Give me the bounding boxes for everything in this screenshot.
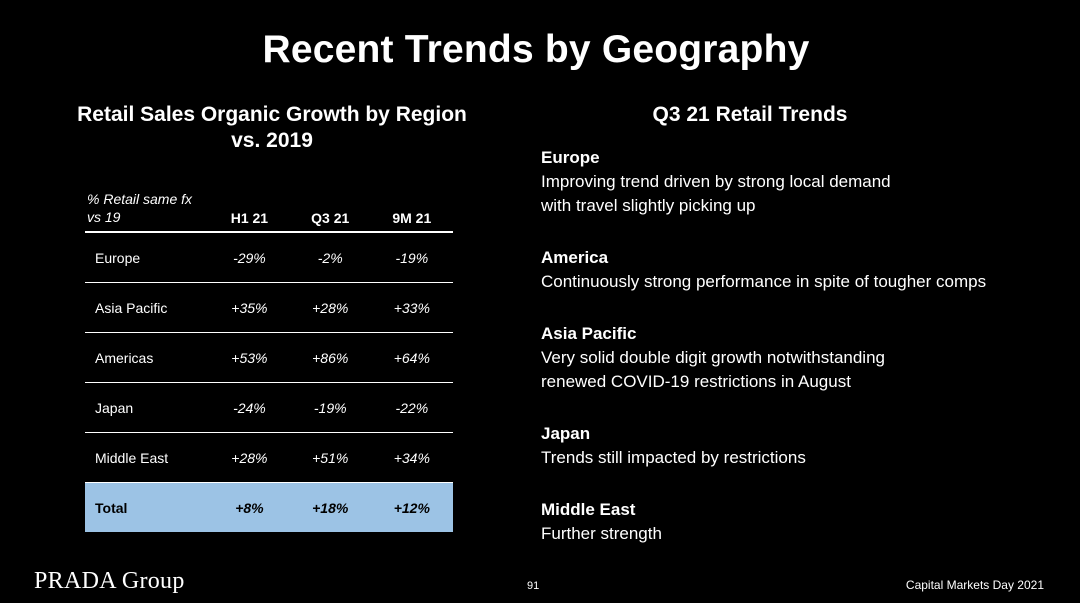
value-cell: +33% xyxy=(370,282,453,333)
value-cell: -19% xyxy=(370,232,453,283)
trend-item: Middle East Further strength xyxy=(541,498,1061,546)
trend-text: Improving trend driven by strong local d… xyxy=(541,172,891,191)
table-header-label: % Retail same fx vs 19 xyxy=(87,191,193,225)
table-row: Europe -29% -2% -19% xyxy=(85,232,453,283)
value-cell: +51% xyxy=(289,432,371,483)
value-cell: +35% xyxy=(209,282,290,333)
page-number: 91 xyxy=(527,580,540,592)
trends-title: Q3 21 Retail Trends xyxy=(652,103,848,126)
column-header: Q3 21 xyxy=(311,210,350,226)
total-value: +18% xyxy=(289,482,371,532)
value-cell: -19% xyxy=(289,382,371,433)
table-title: Retail Sales Organic Growth by Region vs… xyxy=(77,103,467,152)
event-name: Capital Markets Day 2021 xyxy=(905,578,1044,592)
region-cell: Europe xyxy=(85,232,209,283)
column-header: H1 21 xyxy=(230,210,269,226)
column-header: 9M 21 xyxy=(392,210,432,226)
value-cell: +86% xyxy=(289,332,371,383)
trend-item: America Continuously strong performance … xyxy=(541,246,1061,294)
table-row: Middle East +28% +51% +34% xyxy=(85,432,453,483)
trend-text: with travel slightly picking up xyxy=(541,196,756,215)
table-header-row: % Retail same fx vs 19 H1 21 Q3 21 9M 21 xyxy=(85,186,453,232)
value-cell: +28% xyxy=(209,432,290,483)
trend-text: renewed COVID-19 restrictions in August xyxy=(541,372,851,391)
slide-title: Recent Trends by Geography xyxy=(262,28,810,71)
trends-list: Europe Improving trend driven by strong … xyxy=(541,146,1061,574)
trend-region: Europe xyxy=(541,148,600,167)
table-row: Japan -24% -19% -22% xyxy=(85,382,453,433)
trend-text: Further strength xyxy=(541,524,662,543)
value-cell: -2% xyxy=(289,232,371,283)
region-cell: Asia Pacific xyxy=(85,282,209,333)
total-label: Total xyxy=(85,482,209,532)
value-cell: +34% xyxy=(370,432,453,483)
prada-group-logo: PRADA Group xyxy=(34,568,185,594)
trend-item: Asia Pacific Very solid double digit gro… xyxy=(541,322,1061,394)
trend-text: Continuously strong performance in spite… xyxy=(541,272,987,291)
trend-text: Trends still impacted by restrictions xyxy=(541,448,806,467)
table-row: Americas +53% +86% +64% xyxy=(85,332,453,383)
trend-region: America xyxy=(541,248,609,267)
value-cell: -29% xyxy=(209,232,290,283)
region-cell: Americas xyxy=(85,332,209,383)
trend-region: Japan xyxy=(541,424,591,443)
region-cell: Japan xyxy=(85,382,209,433)
trend-region: Middle East xyxy=(541,500,636,519)
table-row: Asia Pacific +35% +28% +33% xyxy=(85,282,453,333)
trend-item: Japan Trends still impacted by restricti… xyxy=(541,422,1061,470)
value-cell: +64% xyxy=(370,332,453,383)
total-value: +12% xyxy=(370,482,453,532)
value-cell: +53% xyxy=(209,332,290,383)
total-value: +8% xyxy=(209,482,290,532)
trend-item: Europe Improving trend driven by strong … xyxy=(541,146,1061,218)
value-cell: -22% xyxy=(370,382,453,433)
value-cell: -24% xyxy=(209,382,290,433)
total-row: Total +8% +18% +12% xyxy=(85,482,453,532)
trend-region: Asia Pacific xyxy=(541,324,637,343)
value-cell: +28% xyxy=(289,282,371,333)
region-cell: Middle East xyxy=(85,432,209,483)
growth-table: % Retail same fx vs 19 H1 21 Q3 21 9M 21… xyxy=(85,186,453,532)
trend-text: Very solid double digit growth notwithst… xyxy=(541,348,885,367)
